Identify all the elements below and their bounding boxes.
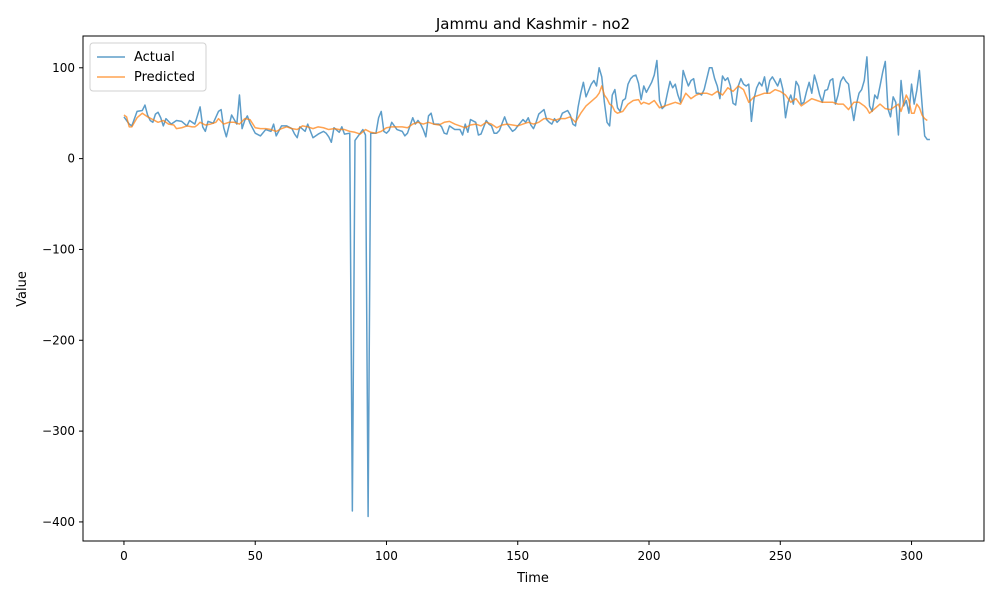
x-tick-label: 150 bbox=[506, 549, 529, 563]
y-axis-label: Value bbox=[15, 271, 30, 307]
y-tick-label: −100 bbox=[42, 242, 75, 256]
legend-label-predicted: Predicted bbox=[134, 70, 195, 85]
y-tick-label: 0 bbox=[67, 152, 75, 166]
x-tick-label: 50 bbox=[248, 549, 263, 563]
y-axis-ticks: −400 −300 −200 −100 0 100 bbox=[42, 61, 83, 529]
x-tick-label: 300 bbox=[900, 549, 923, 563]
y-tick-label: −400 bbox=[42, 515, 75, 529]
x-axis-label: Time bbox=[516, 571, 549, 586]
x-axis-ticks: 0 50 100 150 200 250 300 bbox=[120, 541, 923, 563]
x-tick-label: 200 bbox=[638, 549, 661, 563]
legend-box bbox=[89, 42, 207, 92]
series-lines bbox=[123, 56, 930, 518]
legend: Actual Predicted bbox=[89, 42, 207, 92]
x-tick-label: 0 bbox=[120, 549, 128, 563]
series-line-predicted bbox=[123, 85, 928, 135]
x-tick-label: 250 bbox=[769, 549, 792, 563]
plot-frame bbox=[82, 35, 985, 542]
legend-label-actual: Actual bbox=[134, 50, 175, 65]
y-tick-label: −200 bbox=[42, 333, 75, 347]
x-tick-label: 100 bbox=[375, 549, 398, 563]
chart-title: Jammu and Kashmir - no2 bbox=[435, 15, 630, 33]
plot-area bbox=[83, 36, 984, 541]
y-tick-label: −300 bbox=[42, 424, 75, 438]
y-tick-label: 100 bbox=[52, 61, 75, 75]
